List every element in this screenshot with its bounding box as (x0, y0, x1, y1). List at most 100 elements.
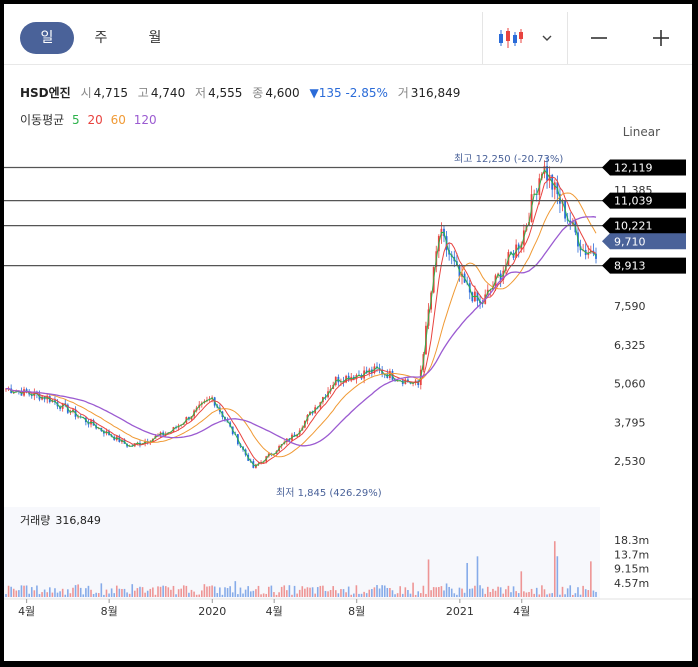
toolbar-divider (482, 12, 483, 64)
volume-bar (595, 591, 597, 597)
volume-bar (404, 587, 407, 597)
volume-bar (296, 593, 298, 597)
moving-average-5 (5, 168, 597, 467)
candle (553, 179, 556, 200)
volume-bar (237, 594, 239, 597)
volume-bar (373, 587, 376, 597)
price-tag: 11,039 (602, 192, 686, 209)
volume-bar (103, 594, 105, 597)
volume-bar (79, 587, 82, 597)
volume-bar (484, 593, 487, 597)
volume-bar (115, 585, 118, 597)
volume-bar (25, 585, 28, 597)
volume-bar (131, 584, 134, 597)
volume-bar (293, 585, 296, 597)
price-tag: 9,710 (602, 233, 686, 250)
volume-bar (350, 594, 353, 597)
volume-bar (456, 594, 458, 597)
volume-bar (512, 586, 515, 597)
zoom-in-button[interactable] (630, 12, 692, 64)
price-tick-label: 3,795 (614, 416, 646, 429)
volume-bar (574, 593, 577, 597)
volume-bar (185, 585, 188, 597)
volume-bar (172, 585, 175, 597)
volume-bar (108, 593, 110, 597)
volume-bar (314, 593, 316, 597)
candle (499, 270, 502, 288)
volume-bar (347, 586, 350, 597)
volume-bar (136, 588, 139, 597)
ma-120: 120 (133, 113, 157, 127)
volume-bar (123, 588, 126, 597)
candle (515, 239, 518, 258)
volume-bar (180, 588, 182, 597)
toolbar (482, 12, 692, 64)
volume-bar (445, 583, 448, 597)
volume-bar (592, 590, 595, 597)
price-chart[interactable]: 11,3857,5906,3255,0603,7952,53018.3m13.7… (4, 4, 692, 661)
volume-bar (203, 584, 206, 597)
volume-bar (260, 594, 262, 597)
volume-bar (492, 588, 494, 597)
volume-bar (195, 594, 198, 597)
volume-bar (92, 593, 95, 597)
volume-bar (566, 588, 569, 597)
price-tag-label: 12,119 (614, 162, 653, 175)
moving-average-120 (5, 216, 597, 447)
volume-bar (242, 593, 244, 597)
volume-bar (164, 586, 167, 597)
volume-bar (582, 585, 584, 597)
volume-bar (471, 588, 474, 597)
volume-bar (170, 589, 172, 597)
zoom-out-button[interactable] (568, 12, 630, 64)
volume-bar (353, 593, 355, 597)
volume-bar (497, 586, 499, 597)
volume-bar (257, 585, 260, 597)
volume-bar (430, 590, 432, 597)
chart-type-button[interactable] (483, 12, 567, 64)
tab-day[interactable]: 일 (20, 22, 74, 54)
volume-bar (139, 586, 141, 597)
time-tick-label: 8월 (101, 605, 118, 618)
volume-bar (479, 585, 481, 597)
chart-window: 일 주 월 HSD엔진 시 4,715 고 4,740 저 4,555 종 4,600 (4, 4, 692, 661)
volume-bar (584, 589, 587, 597)
volume-bar (33, 590, 36, 597)
volume-bar (340, 589, 342, 597)
price-tick-label: 5,060 (614, 378, 646, 391)
chevron-down-icon (542, 35, 552, 41)
scale-mode-button[interactable]: Linear (622, 125, 660, 139)
tab-week[interactable]: 주 (94, 30, 108, 46)
candle (54, 396, 56, 405)
volume-bar (270, 585, 273, 597)
close-value: 4,600 (265, 86, 300, 100)
volume-bar (435, 587, 438, 597)
toolbar-divider (567, 12, 568, 64)
volume-tick-label: 18.3m (614, 534, 649, 547)
open-value: 4,715 (93, 86, 128, 100)
volume-bar (38, 594, 41, 597)
volume-bar (564, 594, 566, 597)
volume-bar (306, 587, 309, 597)
volume-bar (95, 592, 97, 597)
tab-month[interactable]: 월 (148, 30, 162, 46)
volume-bar (502, 593, 505, 597)
volume-bar (304, 588, 306, 597)
volume-bar (110, 588, 113, 597)
volume-bar (234, 581, 237, 597)
price-tag-label: 10,221 (614, 220, 653, 233)
volume-bar (280, 586, 283, 597)
volume-bar (396, 593, 399, 597)
volume-bar (548, 593, 551, 597)
volume-bar (154, 594, 157, 597)
ma-label: 이동평균 (20, 113, 65, 127)
volume-bar (216, 593, 219, 597)
candle (103, 429, 105, 437)
low-label: 저 (195, 86, 207, 100)
volume-bar (283, 585, 286, 597)
volume-bar (239, 587, 242, 597)
volume-bar (507, 585, 510, 597)
volume-bar (358, 593, 360, 597)
volume-panel-bg (4, 507, 600, 599)
volume-bar (59, 591, 61, 597)
